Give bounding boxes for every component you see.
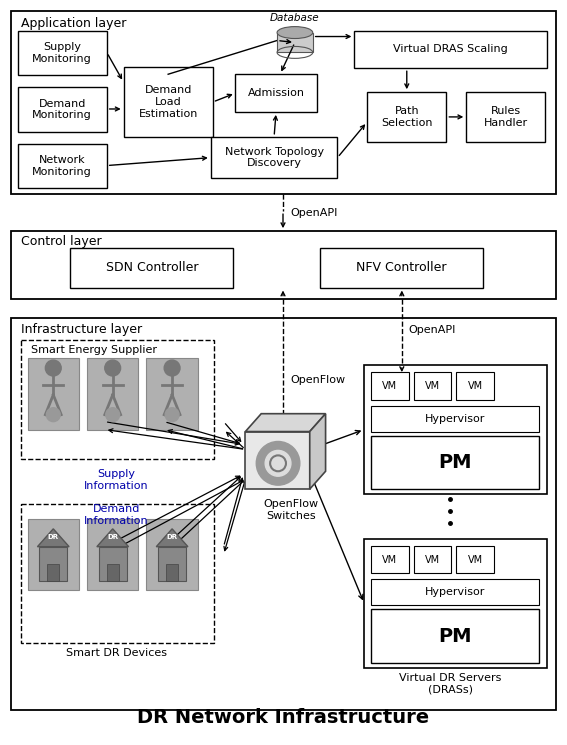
FancyBboxPatch shape (11, 318, 556, 711)
Text: Control layer: Control layer (20, 235, 101, 248)
FancyBboxPatch shape (146, 519, 198, 590)
FancyBboxPatch shape (364, 365, 547, 494)
FancyBboxPatch shape (414, 545, 451, 574)
FancyBboxPatch shape (28, 358, 79, 430)
Text: Database: Database (270, 13, 320, 22)
Text: Path
Selection: Path Selection (381, 106, 433, 127)
FancyBboxPatch shape (456, 545, 494, 574)
FancyBboxPatch shape (364, 539, 547, 668)
FancyBboxPatch shape (354, 31, 547, 69)
Text: Supply
Monitoring: Supply Monitoring (32, 42, 92, 64)
Text: OpenFlow
Switches: OpenFlow Switches (263, 499, 319, 521)
Text: Demand
Monitoring: Demand Monitoring (32, 98, 92, 120)
FancyBboxPatch shape (87, 519, 138, 590)
Polygon shape (97, 529, 129, 547)
Text: DR: DR (107, 533, 119, 540)
Circle shape (105, 360, 121, 376)
FancyBboxPatch shape (28, 519, 79, 590)
FancyBboxPatch shape (235, 74, 317, 112)
FancyBboxPatch shape (320, 248, 483, 288)
FancyBboxPatch shape (371, 372, 409, 400)
Text: PM: PM (438, 453, 472, 472)
FancyBboxPatch shape (99, 547, 126, 581)
FancyBboxPatch shape (166, 563, 178, 581)
Text: VM: VM (382, 554, 397, 565)
FancyBboxPatch shape (70, 248, 234, 288)
Text: Demand
Information: Demand Information (84, 504, 149, 526)
Text: Infrastructure layer: Infrastructure layer (20, 323, 142, 337)
FancyBboxPatch shape (20, 504, 214, 643)
FancyBboxPatch shape (18, 31, 107, 75)
Circle shape (256, 442, 300, 485)
Text: DR Network Infrastructure: DR Network Infrastructure (137, 708, 429, 727)
Text: OpenFlow: OpenFlow (290, 375, 345, 385)
FancyBboxPatch shape (107, 563, 119, 581)
FancyBboxPatch shape (371, 609, 539, 663)
Circle shape (45, 360, 61, 376)
Circle shape (164, 360, 180, 376)
Polygon shape (310, 413, 325, 489)
FancyBboxPatch shape (246, 431, 310, 489)
Text: PM: PM (438, 627, 472, 645)
FancyBboxPatch shape (456, 372, 494, 400)
Text: VM: VM (468, 554, 483, 565)
Text: Smart DR Devices: Smart DR Devices (66, 648, 167, 658)
Text: VM: VM (468, 381, 483, 391)
FancyBboxPatch shape (211, 137, 337, 179)
FancyBboxPatch shape (371, 580, 539, 605)
Text: Network Topology
Discovery: Network Topology Discovery (225, 147, 324, 168)
FancyBboxPatch shape (40, 547, 67, 581)
Text: OpenAPI: OpenAPI (290, 208, 337, 218)
Circle shape (46, 408, 60, 422)
Text: VM: VM (425, 381, 440, 391)
FancyBboxPatch shape (18, 144, 107, 188)
Polygon shape (156, 529, 188, 547)
FancyBboxPatch shape (124, 67, 213, 137)
Text: DR: DR (48, 533, 59, 540)
FancyBboxPatch shape (87, 358, 138, 430)
Text: Hypervisor: Hypervisor (425, 587, 485, 597)
Polygon shape (37, 529, 69, 547)
FancyBboxPatch shape (11, 231, 556, 299)
Text: Virtual DR Servers
(DRASs): Virtual DR Servers (DRASs) (399, 673, 502, 694)
FancyBboxPatch shape (20, 340, 214, 460)
Text: SDN Controller: SDN Controller (105, 261, 198, 274)
FancyBboxPatch shape (146, 358, 198, 430)
FancyBboxPatch shape (466, 92, 545, 142)
Text: Demand
Load
Estimation: Demand Load Estimation (138, 86, 198, 118)
Ellipse shape (277, 27, 313, 39)
Text: Supply
Information: Supply Information (84, 469, 149, 491)
Text: Admission: Admission (248, 88, 304, 98)
Text: DR: DR (167, 533, 177, 540)
Text: OpenAPI: OpenAPI (409, 326, 456, 335)
Text: Virtual DRAS Scaling: Virtual DRAS Scaling (393, 45, 508, 54)
FancyBboxPatch shape (18, 87, 107, 132)
Text: Smart Energy Supplier: Smart Energy Supplier (31, 345, 156, 355)
FancyBboxPatch shape (47, 563, 59, 581)
Text: Network
Monitoring: Network Monitoring (32, 155, 92, 177)
FancyBboxPatch shape (158, 547, 186, 581)
FancyBboxPatch shape (414, 372, 451, 400)
Circle shape (106, 408, 120, 422)
Circle shape (265, 451, 291, 476)
FancyBboxPatch shape (371, 545, 409, 574)
Polygon shape (246, 413, 325, 431)
Text: VM: VM (425, 554, 440, 565)
FancyBboxPatch shape (277, 33, 313, 52)
FancyBboxPatch shape (367, 92, 446, 142)
FancyBboxPatch shape (11, 10, 556, 194)
Text: Application layer: Application layer (20, 16, 126, 30)
FancyBboxPatch shape (371, 406, 539, 431)
Text: Hypervisor: Hypervisor (425, 413, 485, 424)
Text: Rules
Handler: Rules Handler (484, 106, 528, 127)
FancyBboxPatch shape (371, 436, 539, 489)
Text: VM: VM (382, 381, 397, 391)
Text: NFV Controller: NFV Controller (356, 261, 447, 274)
Circle shape (165, 408, 179, 422)
